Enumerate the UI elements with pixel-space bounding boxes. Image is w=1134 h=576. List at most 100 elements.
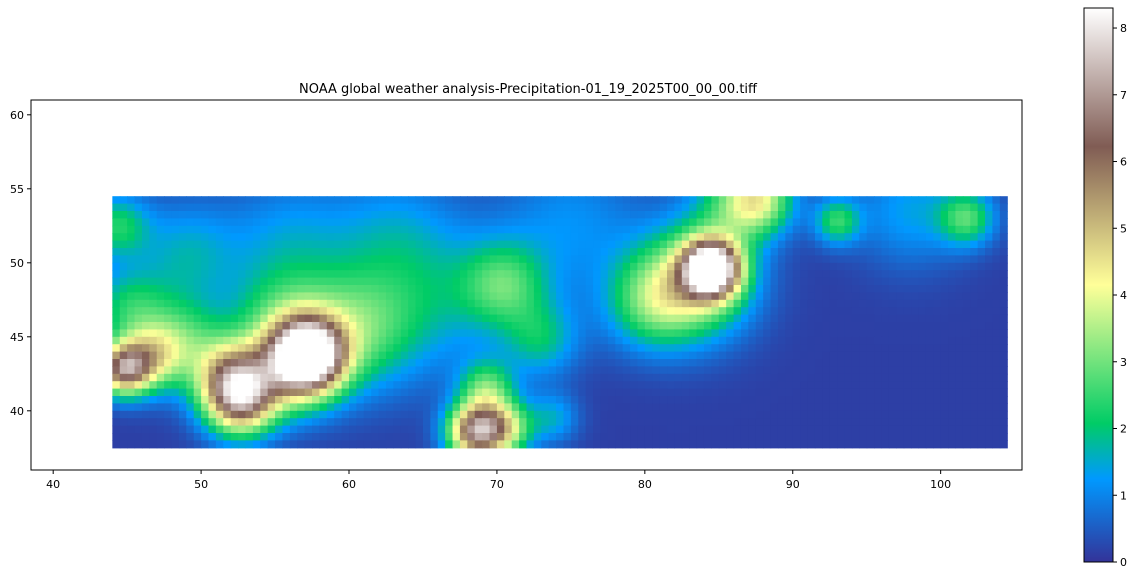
heatmap-cell [999, 403, 1008, 412]
heatmap-cell [674, 440, 683, 449]
heatmap-cell [496, 351, 505, 360]
heatmap-cell [467, 322, 476, 330]
heatmap-cell [718, 388, 727, 397]
heatmap-cell [504, 262, 513, 271]
heatmap-cell [326, 373, 335, 382]
heatmap-cell [474, 211, 483, 219]
heatmap-cell [489, 403, 498, 412]
heatmap-cell [726, 440, 735, 449]
heatmap-cell [452, 373, 461, 382]
heatmap-cell [400, 344, 409, 353]
heatmap-cell [526, 211, 535, 219]
heatmap-cell [630, 233, 639, 242]
heatmap-cell [422, 292, 431, 301]
heatmap-cell [541, 359, 550, 367]
heatmap-cell [999, 440, 1008, 449]
heatmap-cell [770, 240, 779, 249]
heatmap-cell [193, 366, 202, 375]
heatmap-cell [940, 225, 949, 234]
heatmap-cell [385, 270, 394, 279]
heatmap-cell [593, 218, 602, 227]
heatmap-cell [667, 418, 676, 427]
heatmap-cell [933, 211, 942, 219]
heatmap-cell [948, 262, 957, 271]
heatmap-cell [223, 240, 232, 249]
heatmap-cell [615, 218, 624, 227]
heatmap-cell [482, 211, 491, 219]
heatmap-cell [755, 344, 764, 353]
heatmap-cell [482, 366, 491, 375]
heatmap-cell [814, 440, 823, 449]
heatmap-cell [275, 211, 284, 219]
heatmap-cell [149, 248, 158, 256]
heatmap-cell [822, 388, 831, 397]
heatmap-cell [238, 388, 247, 397]
heatmap-cell [763, 381, 772, 390]
heatmap-cell [674, 381, 683, 390]
heatmap-cell [985, 255, 994, 264]
heatmap-cell [445, 359, 454, 367]
heatmap-cell [652, 351, 661, 360]
heatmap-cell [112, 270, 121, 279]
heatmap-cell [489, 307, 498, 316]
heatmap-cell [866, 440, 875, 449]
heatmap-cell [496, 381, 505, 390]
heatmap-cell [341, 270, 350, 279]
heatmap-cell [415, 329, 424, 338]
heatmap-cell [822, 396, 831, 404]
heatmap-cell [881, 307, 890, 316]
heatmap-cell [718, 329, 727, 338]
heatmap-cell [637, 373, 646, 382]
heatmap-cell [474, 225, 483, 234]
heatmap-cell [933, 373, 942, 382]
heatmap-cell [992, 418, 1001, 427]
heatmap-cell [112, 433, 121, 441]
heatmap-cell [711, 351, 720, 360]
heatmap-cell [859, 396, 868, 404]
heatmap-cell [711, 262, 720, 271]
heatmap-cell [408, 292, 417, 301]
heatmap-cell [615, 388, 624, 397]
heatmap-cell [755, 292, 764, 301]
heatmap-cell [127, 359, 136, 367]
heatmap-cell [482, 307, 491, 316]
heatmap-cell [385, 373, 394, 382]
heatmap-cell [186, 255, 195, 264]
heatmap-cell [548, 225, 557, 234]
heatmap-cell [526, 433, 535, 441]
heatmap-cell [304, 322, 313, 330]
heatmap-cell [992, 366, 1001, 375]
heatmap-cell [630, 277, 639, 286]
heatmap-cell [659, 225, 668, 234]
heatmap-cell [733, 433, 742, 441]
heatmap-cell [733, 218, 742, 227]
heatmap-cell [851, 218, 860, 227]
heatmap-cell [533, 255, 542, 264]
heatmap-cell [482, 344, 491, 353]
heatmap-cell [533, 270, 542, 279]
heatmap-cell [726, 410, 735, 419]
heatmap-cell [385, 336, 394, 345]
heatmap-cell [422, 440, 431, 449]
heatmap-cell [134, 203, 143, 212]
heatmap-cell [696, 403, 705, 412]
heatmap-cell [970, 329, 979, 338]
heatmap-cell [822, 440, 831, 449]
heatmap-cell [378, 314, 387, 323]
heatmap-cell [844, 314, 853, 323]
heatmap-cell [430, 351, 439, 360]
heatmap-cell [378, 299, 387, 308]
heatmap-cell [718, 225, 727, 234]
heatmap-cell [474, 440, 483, 449]
heatmap-cell [519, 196, 528, 205]
heatmap-cell [770, 359, 779, 367]
heatmap-cell [578, 322, 587, 330]
heatmap-cell [223, 277, 232, 286]
heatmap-cell [474, 351, 483, 360]
heatmap-cell [955, 403, 964, 412]
heatmap-cell [674, 225, 683, 234]
heatmap-cell [164, 292, 173, 301]
heatmap-cell [275, 233, 284, 242]
heatmap-cell [933, 396, 942, 404]
heatmap-cell [733, 314, 742, 323]
